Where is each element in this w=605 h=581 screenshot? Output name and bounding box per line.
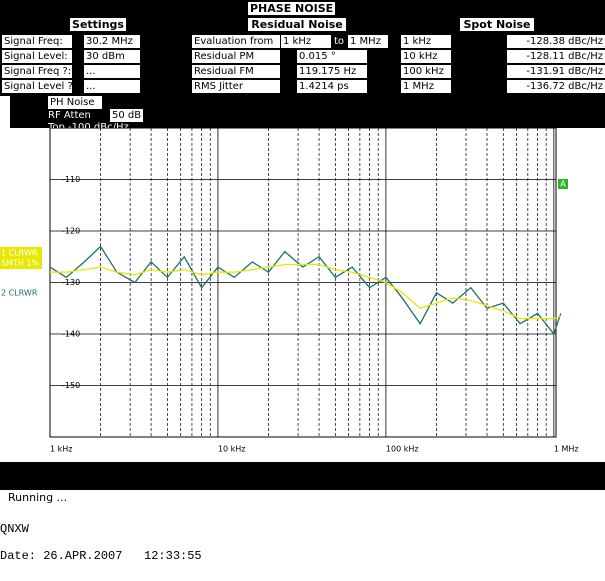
- left-strip: [0, 96, 10, 128]
- setting-value: ...: [84, 80, 140, 93]
- eval-label: Evaluation from: [192, 35, 280, 48]
- section: Residual Noise: [248, 18, 346, 31]
- y-tick-label: -150: [62, 381, 80, 390]
- annotation: A: [560, 180, 566, 189]
- spot-offset: 1 MHz: [401, 80, 451, 93]
- annotation-box: [558, 179, 568, 189]
- legend-label: 2 CLRWR: [1, 289, 38, 298]
- status: Running ...: [8, 491, 68, 504]
- y-tick-label: -110: [62, 175, 80, 184]
- legend-detail: SMTH 1%: [1, 259, 40, 268]
- spot-offset: 1 kHz: [401, 35, 451, 48]
- chart: 1 kHz 10 kHz 100 kHz 1 MHz -150 -140 -130 -120 -…: [0, 128, 579, 454]
- setting-value: ...: [84, 65, 140, 78]
- residual-value: 0.015 °: [297, 50, 367, 63]
- setting-label: Signal Level:: [2, 50, 72, 63]
- title: PHASE NOISE: [248, 2, 336, 15]
- host: QNXW: [0, 522, 29, 536]
- setting-label: Signal Level ?:: [2, 80, 77, 93]
- spot-offset: 100 kHz: [401, 65, 451, 78]
- bottom-bar: [0, 462, 605, 490]
- section: Settings: [70, 18, 126, 31]
- residual-label: Residual FM: [192, 65, 280, 78]
- residual-label: RMS Jitter: [192, 80, 280, 93]
- legend-label: 1 CLRWR: [1, 249, 38, 258]
- spot-value: -128.38 dBc/Hz: [507, 35, 605, 48]
- ref-level: Top -100 dBc/Hz: [48, 122, 129, 128]
- section: Spot Noise: [460, 18, 534, 31]
- x-tick-label: 1 MHz: [554, 445, 579, 454]
- setting-label: Signal Freq ?:: [2, 65, 72, 78]
- x-tick-label: 100 kHz: [386, 445, 419, 454]
- spot-offset: 10 kHz: [401, 50, 451, 63]
- rf-atten-label: RF Atten: [48, 110, 91, 121]
- date: Date: 26.APR.2007 12:33:55: [0, 549, 202, 563]
- trace: [50, 263, 562, 320]
- residual-value: 1.4214 ps: [297, 80, 367, 93]
- residual-label: Residual PM: [192, 50, 280, 63]
- spot-value: -131.91 dBc/Hz: [507, 65, 605, 78]
- y-tick-label: -130: [62, 278, 80, 287]
- rf-atten: 50 dB: [110, 109, 144, 122]
- residual-value: 119.175 Hz: [297, 65, 367, 78]
- x-tick-label: 10 kHz: [218, 445, 246, 454]
- spot-value: -128.11 dBc/Hz: [507, 50, 605, 63]
- legend-swatch: [0, 247, 42, 269]
- eval-to: 1 MHz: [348, 35, 388, 48]
- setting-value: 30.2 MHz: [84, 35, 140, 48]
- x-tick-label: 1 kHz: [50, 445, 72, 454]
- y-tick-label: -140: [62, 330, 80, 339]
- eval-from: 1 kHz: [281, 35, 331, 48]
- eval-to-label: to: [334, 36, 345, 47]
- mode: PH Noise: [48, 96, 102, 109]
- setting-label: Signal Freq:: [2, 35, 72, 48]
- setting-value: 30 dBm: [84, 50, 140, 63]
- y-tick-label: -120: [62, 227, 80, 236]
- spot-value: -136.72 dBc/Hz: [507, 80, 605, 93]
